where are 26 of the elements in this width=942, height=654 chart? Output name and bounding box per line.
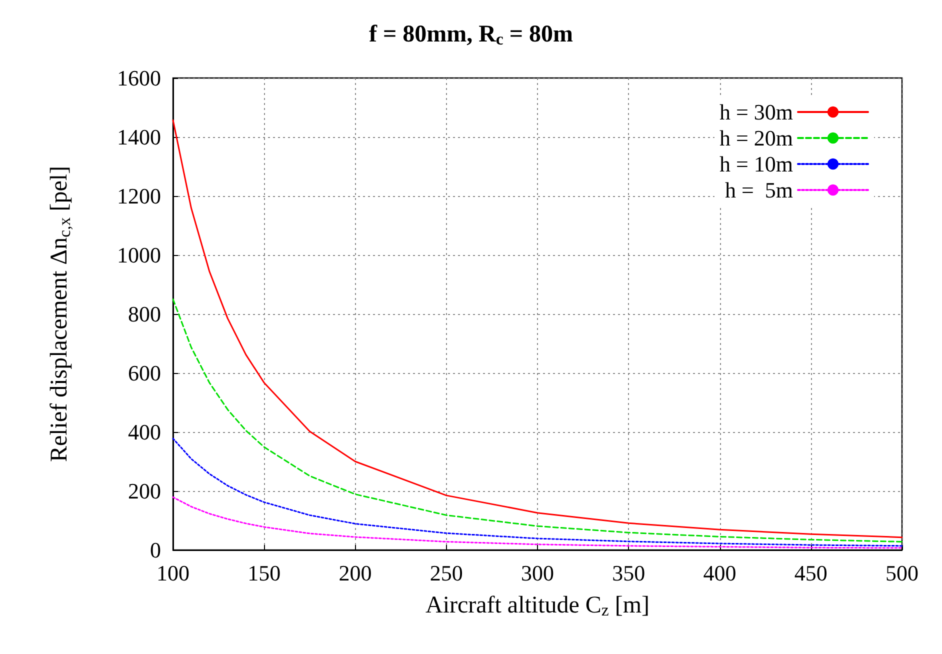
- x-tick-label: 500: [886, 560, 918, 586]
- y-tick-label: 400: [128, 420, 161, 444]
- x-tick-label: 150: [248, 560, 281, 586]
- x-tick-label: 250: [430, 560, 463, 586]
- y-tick-label: 200: [128, 478, 161, 504]
- legend-label: h = 10m: [719, 152, 793, 176]
- y-tick-label: 600: [128, 360, 161, 386]
- y-tick-label: 1600: [117, 66, 161, 90]
- x-tick-label: 350: [612, 560, 646, 586]
- line-series: [172, 119, 903, 538]
- line-series: [172, 438, 903, 547]
- y-tick-label: 1200: [117, 184, 161, 208]
- y-tick-label: 800: [128, 302, 161, 326]
- y-axis-title: Relief displacement Δnc,x [pel]: [46, 166, 74, 462]
- line-series: [172, 298, 903, 542]
- x-tick-label: 200: [338, 560, 372, 586]
- y-tick-label: 1400: [117, 124, 161, 150]
- x-tick-label: 300: [521, 560, 554, 586]
- x-tick-label: 100: [156, 560, 190, 586]
- x-tick-label: 450: [794, 560, 828, 586]
- legend-label: h = 5m: [724, 178, 793, 202]
- y-tick-label: 1000: [117, 242, 161, 268]
- x-tick-label: 400: [703, 560, 736, 586]
- legend-label: h = 20m: [719, 126, 793, 150]
- y-tick-label: 0: [150, 538, 161, 562]
- legend-label: h = 30m: [719, 100, 793, 124]
